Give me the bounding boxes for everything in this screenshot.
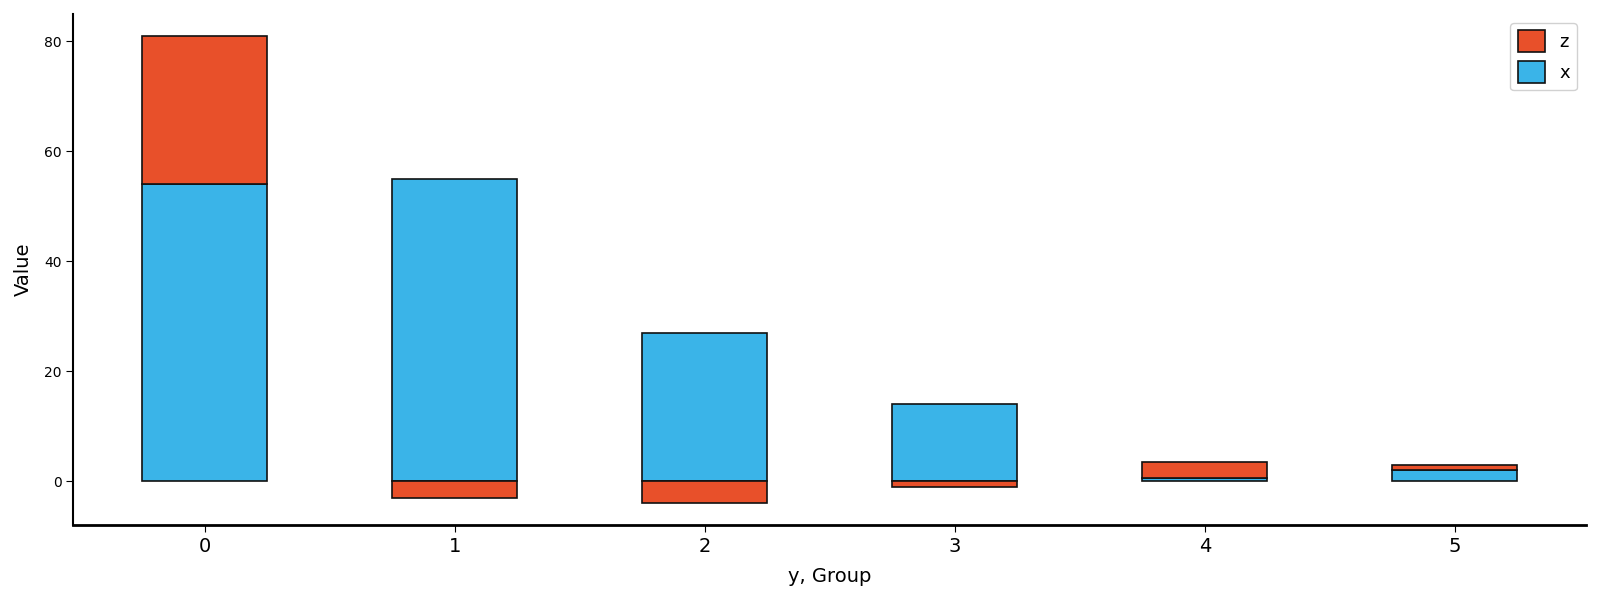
Bar [893, 481, 1018, 487]
Bar [142, 184, 267, 481]
Legend: z, x: z, x [1510, 23, 1578, 91]
Bar [1142, 478, 1267, 481]
Bar [1142, 462, 1267, 478]
Bar [142, 36, 267, 184]
Bar [1392, 465, 1517, 470]
Y-axis label: Value: Value [14, 243, 34, 296]
X-axis label: y, Group: y, Group [789, 567, 872, 586]
Bar [392, 179, 517, 481]
Bar [642, 481, 768, 503]
Bar [392, 481, 517, 498]
Bar [893, 404, 1018, 481]
Bar [1392, 470, 1517, 481]
Bar [642, 333, 768, 481]
